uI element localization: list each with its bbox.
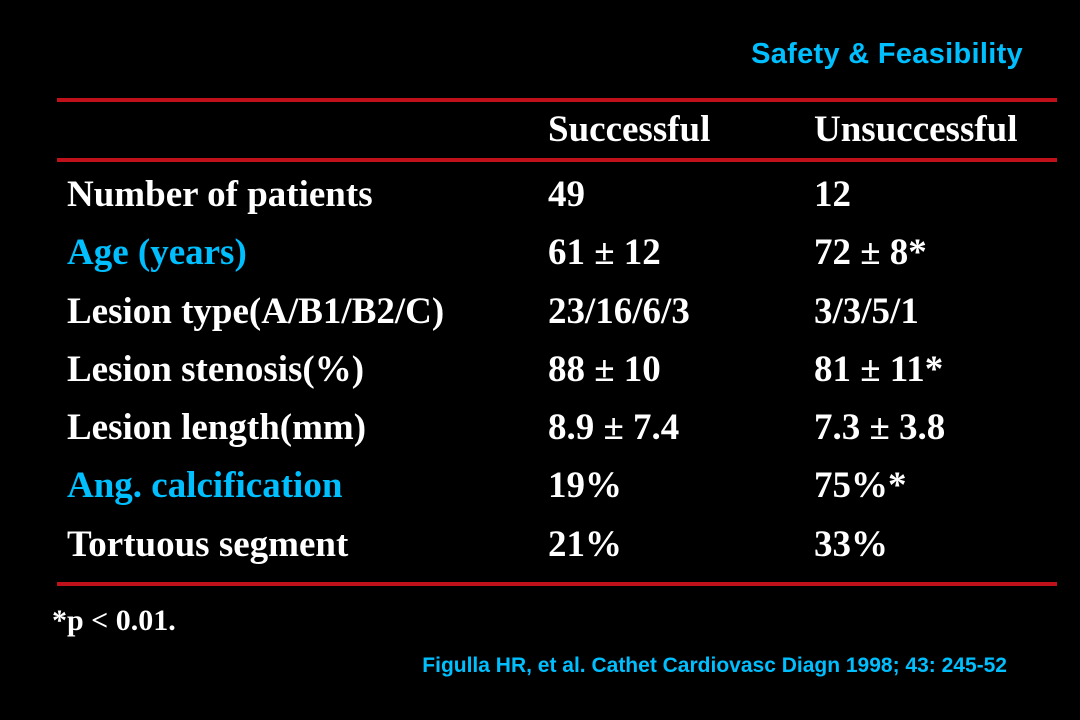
table-top-rule (57, 98, 1057, 102)
table-bottom-rule (57, 582, 1057, 586)
table-row: Lesion length(mm) 8.9 ± 7.4 7.3 ± 3.8 (0, 404, 1080, 462)
row-label: Lesion stenosis(%) (67, 348, 365, 390)
table-row: Ang. calcification 19% 75%* (0, 462, 1080, 520)
cell-unsuccessful: 81 ± 11* (814, 348, 944, 390)
citation: Figulla HR, et al. Cathet Cardiovasc Dia… (422, 654, 1007, 677)
slide-title: Safety & Feasibility (751, 38, 1023, 70)
cell-successful: 23/16/6/3 (548, 290, 690, 332)
table-row: Age (years) 61 ± 12 72 ± 8* (0, 229, 1080, 287)
cell-successful: 19% (548, 465, 622, 507)
cell-successful: 61 ± 12 (548, 232, 661, 274)
cell-unsuccessful: 7.3 ± 3.8 (814, 407, 946, 449)
cell-successful: 8.9 ± 7.4 (548, 407, 680, 449)
table-row: Lesion type(A/B1/B2/C) 23/16/6/3 3/3/5/1 (0, 288, 1080, 346)
cell-successful: 21% (548, 523, 622, 565)
table-body: Number of patients 49 12 Age (years) 61 … (0, 171, 1080, 579)
cell-unsuccessful: 72 ± 8* (814, 232, 927, 274)
table-row: Lesion stenosis(%) 88 ± 10 81 ± 11* (0, 346, 1080, 404)
table-row: Tortuous segment 21% 33% (0, 521, 1080, 579)
header-successful: Successful (548, 109, 711, 150)
table-row: Number of patients 49 12 (0, 171, 1080, 229)
header-rule (57, 158, 1057, 162)
row-label: Tortuous segment (67, 523, 349, 565)
cell-unsuccessful: 33% (814, 523, 888, 565)
header-unsuccessful: Unsuccessful (814, 109, 1018, 150)
footnote: *p < 0.01. (52, 604, 176, 637)
row-label: Number of patients (67, 174, 373, 215)
row-label: Lesion length(mm) (67, 407, 367, 449)
cell-successful: 49 (548, 174, 585, 215)
cell-unsuccessful: 75%* (814, 465, 907, 507)
cell-unsuccessful: 3/3/5/1 (814, 290, 919, 332)
cell-unsuccessful: 12 (814, 174, 851, 215)
row-label: Ang. calcification (67, 465, 343, 507)
cell-successful: 88 ± 10 (548, 348, 661, 390)
row-label: Age (years) (67, 232, 247, 274)
row-label: Lesion type(A/B1/B2/C) (67, 290, 445, 332)
